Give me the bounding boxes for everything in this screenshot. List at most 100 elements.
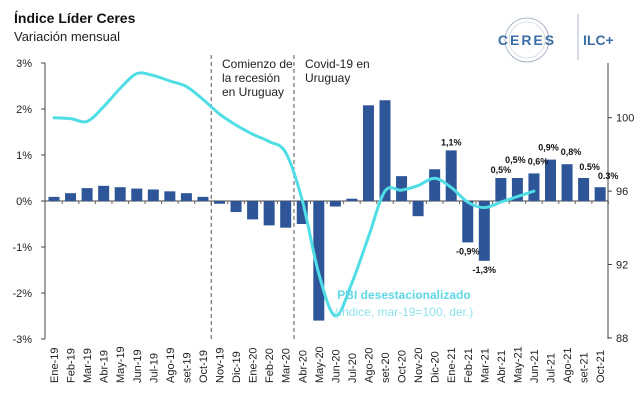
x-tick-label: Jul-21 (546, 353, 558, 383)
data-label: 1,1% (441, 137, 462, 147)
x-tick-label: Mar-19 (82, 348, 94, 383)
bar (478, 201, 490, 261)
x-tick-label: Nov-19 (215, 348, 227, 383)
right-tick-label: 100 (616, 113, 634, 125)
x-tick-label: Ene-21 (446, 348, 458, 383)
bar (230, 201, 242, 213)
bar (561, 164, 573, 201)
line-legend-detail: (índice, mar-19=100, der.) (335, 305, 473, 319)
left-tick-label: -2% (12, 288, 32, 300)
data-label: 0,8% (561, 147, 582, 157)
x-tick-label: Ene-19 (49, 348, 61, 383)
x-tick-label: Dic-20 (430, 351, 442, 383)
bar (511, 178, 523, 201)
bar (131, 188, 143, 201)
bar (214, 201, 225, 204)
data-label: 0,5% (491, 165, 512, 175)
left-tick-label: -1% (12, 242, 32, 254)
bar (114, 187, 126, 201)
event-annotation: en Uruguay (222, 85, 284, 99)
chart-subtitle: Variación mensual (14, 29, 120, 44)
right-tick-label: 96 (616, 186, 628, 198)
bar (412, 201, 424, 217)
right-tick-label: 88 (616, 333, 628, 345)
data-label: 0,6% (528, 156, 549, 166)
x-tick-label: May-21 (512, 346, 524, 383)
x-tick-label: Feb-21 (463, 348, 475, 383)
bar (462, 201, 474, 243)
data-label: -1,3% (473, 265, 497, 275)
bar (81, 188, 93, 201)
bar (379, 100, 391, 201)
x-tick-label: Oct-21 (595, 350, 607, 383)
pbi-line (52, 71, 536, 318)
x-tick-label: May-20 (314, 346, 326, 383)
x-tick-label: set-20 (380, 352, 392, 383)
logo-product: ILC+ (583, 32, 614, 48)
x-tick-label: Jul-19 (148, 353, 160, 383)
bar (180, 193, 192, 201)
bar (445, 150, 457, 201)
data-label: 0,9% (538, 143, 559, 153)
event-annotation: Comienzo de (222, 57, 293, 71)
bar (296, 201, 308, 224)
data-label: 0.3% (598, 171, 619, 181)
x-tick-label: Ago-21 (562, 348, 574, 383)
data-label: -0,9% (456, 246, 480, 256)
left-tick-label: 3% (16, 58, 32, 70)
x-tick-label: set-19 (181, 352, 193, 383)
x-tick-label: Jun-21 (529, 349, 541, 383)
bar (495, 178, 507, 201)
x-tick-label: Feb-20 (264, 348, 276, 383)
x-tick-label: Abr-19 (99, 350, 111, 383)
event-annotation: la recesión (222, 71, 280, 85)
logo-brand: CERES (498, 32, 556, 48)
x-tick-label: Feb-19 (66, 348, 78, 383)
x-tick-label: May-19 (115, 346, 127, 383)
chart-title: Índice Líder Ceres (14, 10, 136, 26)
x-tick-label: Mar-21 (479, 348, 491, 383)
bar (280, 201, 292, 228)
left-tick-label: 0% (16, 196, 32, 208)
bar (48, 196, 60, 201)
x-tick-label: Abr-21 (496, 350, 508, 383)
bar (247, 201, 259, 220)
x-tick-label: Jul-20 (347, 353, 359, 383)
bar (65, 193, 77, 201)
bar (362, 105, 374, 201)
x-tick-label: Ago-20 (363, 348, 375, 383)
x-tick-label: Jun-20 (330, 349, 342, 383)
bar (346, 198, 358, 201)
bar (98, 185, 110, 201)
data-label: 0,5% (505, 155, 526, 165)
x-tick-label: Ago-19 (165, 348, 177, 383)
x-tick-label: Oct-20 (397, 350, 409, 383)
ceres-logo: CERES ILC+ (498, 14, 614, 63)
bar (429, 169, 441, 201)
x-tick-label: Ene-20 (248, 348, 260, 383)
bar (197, 196, 209, 201)
bar (164, 191, 176, 201)
left-tick-label: 2% (16, 104, 32, 116)
bar (313, 201, 325, 321)
x-tick-label: Nov-20 (413, 348, 425, 383)
x-tick-label: Dic-19 (231, 351, 243, 383)
bar (528, 173, 540, 201)
left-tick-label: -3% (12, 334, 32, 346)
bar (396, 176, 408, 201)
event-annotation: Covid-19 en (305, 57, 370, 71)
data-label: 0.5% (579, 162, 600, 172)
right-tick-label: 92 (616, 260, 628, 272)
bar (594, 187, 606, 201)
bar (147, 189, 159, 201)
line-legend-name: PBI desestacionalizado (337, 288, 470, 302)
x-tick-label: Mar-20 (281, 348, 293, 383)
x-tick-label: Oct-19 (198, 350, 210, 383)
bar (329, 201, 341, 207)
left-tick-label: 1% (16, 150, 32, 162)
bar (545, 159, 556, 201)
x-tick-label: set-21 (579, 352, 591, 383)
x-tick-label: Abr-20 (297, 350, 309, 383)
bar (578, 178, 590, 201)
